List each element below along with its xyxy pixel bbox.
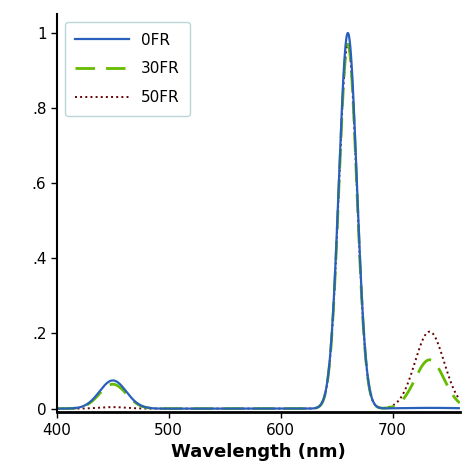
Line: 50FR: 50FR bbox=[57, 44, 460, 409]
0FR bbox=[124, 389, 129, 395]
30FR bbox=[124, 392, 129, 397]
Line: 30FR: 30FR bbox=[57, 44, 460, 409]
X-axis label: Wavelength (nm): Wavelength (nm) bbox=[171, 443, 346, 461]
50FR bbox=[449, 383, 455, 388]
Line: 0FR: 0FR bbox=[57, 33, 460, 409]
30FR bbox=[345, 41, 351, 47]
0FR bbox=[226, 406, 232, 411]
30FR bbox=[449, 391, 455, 397]
50FR bbox=[124, 405, 129, 410]
50FR bbox=[100, 405, 106, 410]
50FR bbox=[248, 406, 254, 411]
50FR bbox=[226, 406, 232, 411]
0FR bbox=[100, 384, 106, 390]
30FR bbox=[226, 406, 232, 411]
30FR bbox=[54, 406, 60, 411]
0FR bbox=[345, 30, 351, 36]
30FR bbox=[457, 400, 463, 406]
30FR bbox=[209, 406, 214, 411]
0FR bbox=[457, 405, 463, 411]
0FR bbox=[209, 406, 214, 411]
50FR bbox=[54, 406, 60, 411]
0FR bbox=[216, 406, 221, 411]
50FR bbox=[209, 406, 214, 411]
0FR bbox=[54, 406, 60, 411]
50FR bbox=[457, 397, 463, 402]
30FR bbox=[249, 406, 255, 411]
Legend: 0FR, 30FR, 50FR: 0FR, 30FR, 50FR bbox=[64, 22, 191, 116]
0FR bbox=[449, 405, 455, 411]
30FR bbox=[406, 388, 411, 394]
0FR bbox=[406, 405, 411, 411]
50FR bbox=[345, 41, 351, 47]
50FR bbox=[406, 378, 411, 384]
30FR bbox=[100, 387, 106, 393]
